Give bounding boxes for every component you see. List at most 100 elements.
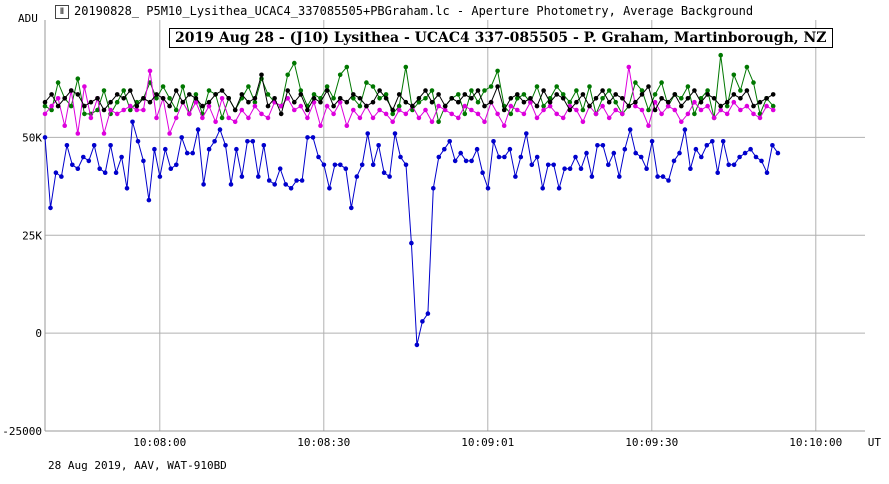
data-point: [114, 99, 120, 105]
data-point: [587, 84, 592, 89]
data-point: [392, 131, 398, 136]
data-point: [646, 107, 651, 113]
data-point: [130, 119, 135, 125]
data-point: [671, 158, 677, 164]
data-point: [554, 84, 559, 89]
data-point: [97, 166, 102, 171]
data-point: [108, 99, 113, 105]
data-point: [174, 162, 179, 168]
data-point: [711, 115, 717, 121]
data-point: [167, 96, 172, 101]
data-point: [659, 111, 664, 117]
data-point: [515, 107, 520, 113]
data-point: [357, 115, 363, 121]
data-point: [305, 115, 310, 121]
data-point: [545, 162, 551, 168]
data-point: [659, 80, 664, 85]
x-tick-label: 10:09:30: [625, 436, 678, 449]
data-point: [627, 127, 633, 132]
data-point: [665, 103, 671, 109]
data-point: [163, 146, 168, 152]
data-point: [660, 174, 666, 179]
data-point: [91, 143, 97, 148]
data-point: [376, 143, 381, 148]
data-point: [365, 131, 371, 136]
data-point: [370, 162, 376, 168]
data-point: [416, 96, 422, 101]
data-point: [508, 103, 514, 109]
data-point: [775, 150, 781, 156]
data-point: [114, 92, 120, 97]
data-point: [423, 88, 428, 93]
window-title: 20190828_ P5M10_Lysithea_UCAC4_337085505…: [74, 4, 754, 18]
data-point: [508, 111, 514, 117]
data-point: [337, 72, 343, 78]
data-point: [252, 103, 258, 109]
data-point: [633, 80, 638, 85]
data-point: [580, 107, 586, 113]
data-point: [75, 92, 81, 97]
data-point: [534, 103, 540, 109]
data-point: [234, 146, 239, 152]
data-point: [62, 96, 67, 101]
data-point: [541, 107, 546, 113]
data-point: [288, 186, 294, 191]
data-point: [589, 174, 595, 179]
data-point: [75, 76, 81, 81]
data-point: [239, 92, 245, 97]
data-point: [652, 99, 658, 105]
data-point: [613, 107, 618, 113]
data-point: [720, 139, 726, 144]
data-point: [560, 92, 566, 97]
data-point: [318, 99, 323, 105]
data-point: [377, 107, 382, 113]
data-point: [617, 174, 622, 179]
data-point: [121, 88, 126, 93]
data-point: [639, 107, 645, 113]
chart-title: 2019 Aug 28 - (J10) Lysithea - UCAC4 337…: [169, 28, 833, 48]
data-point: [217, 127, 223, 132]
data-point: [429, 88, 435, 93]
data-point: [764, 170, 770, 175]
data-point: [101, 107, 107, 113]
data-point: [359, 162, 365, 168]
data-point: [81, 154, 86, 160]
data-point: [416, 99, 422, 105]
data-point: [751, 111, 756, 117]
data-point: [82, 84, 87, 89]
x-axis-label: UT: [868, 436, 882, 449]
data-point: [655, 174, 660, 179]
data-point: [652, 107, 658, 113]
data-point: [600, 96, 605, 101]
data-point: [344, 123, 350, 128]
data-point: [718, 52, 723, 58]
data-point: [551, 162, 556, 168]
data-point: [711, 96, 717, 101]
data-point: [436, 103, 441, 109]
data-point: [95, 96, 100, 101]
data-point: [611, 150, 617, 156]
data-point: [316, 154, 321, 160]
data-point: [266, 178, 272, 183]
data-point: [705, 103, 710, 109]
data-point: [613, 99, 618, 105]
data-point: [429, 119, 435, 125]
data-point: [633, 150, 638, 156]
data-point: [292, 107, 297, 113]
data-point: [82, 111, 87, 117]
data-point: [403, 162, 409, 168]
chart-icon[interactable]: Ⅱ: [55, 5, 69, 19]
data-point: [757, 99, 763, 105]
data-point: [154, 96, 159, 101]
data-point: [626, 103, 632, 109]
data-point: [469, 158, 474, 164]
data-point: [351, 107, 356, 113]
data-point: [659, 96, 664, 101]
data-point: [449, 96, 455, 101]
data-point: [265, 115, 271, 121]
data-point: [180, 99, 186, 105]
data-point: [436, 154, 442, 160]
data-point: [705, 88, 710, 93]
data-point: [562, 166, 567, 171]
